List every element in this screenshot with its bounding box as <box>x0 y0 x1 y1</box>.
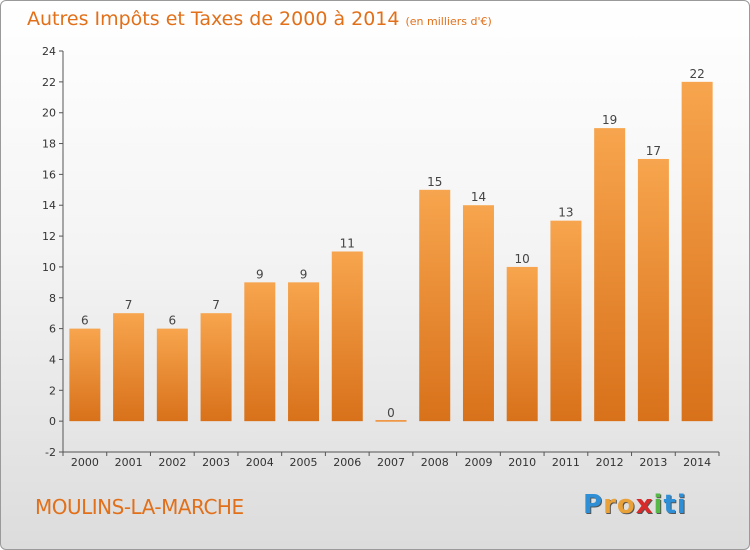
data-label: 7 <box>125 298 133 312</box>
data-label: 14 <box>471 190 486 204</box>
y-tick-label: 8 <box>49 292 56 305</box>
city-name: MOULINS-LA-MARCHE <box>35 495 244 519</box>
chart-title: Autres Impôts et Taxes de 2000 à 2014 (en… <box>27 8 492 30</box>
x-tick-label: 2010 <box>508 456 536 469</box>
bars: 6 7 6 7 9 9 11 0 15 14 10 13 19 17 22 <box>69 67 713 422</box>
data-label: 19 <box>602 113 617 127</box>
y-tick-label: 18 <box>42 138 56 151</box>
y-tick-label: 20 <box>42 107 56 120</box>
data-label: 7 <box>212 298 220 312</box>
data-label: 15 <box>427 175 442 189</box>
data-label: 9 <box>256 267 264 281</box>
y-tick-label: 22 <box>42 76 56 89</box>
bar-2007 <box>375 420 407 422</box>
bar-2004 <box>244 282 276 422</box>
chart-title-text: Autres Impôts et Taxes de 2000 à 2014 <box>27 8 400 30</box>
y-tick-label: 2 <box>49 384 56 397</box>
data-label: 6 <box>81 314 89 328</box>
x-tick-label: 2011 <box>552 456 580 469</box>
bar-2002 <box>156 328 188 422</box>
x-tick-label: 2007 <box>377 456 405 469</box>
y-tick-label: 14 <box>42 199 56 212</box>
bar-2000 <box>69 328 101 422</box>
bar-2006 <box>331 251 363 422</box>
y-tick-label: 24 <box>42 45 56 58</box>
logo-letter: i <box>653 490 664 520</box>
chart-subtitle: (en milliers d'€) <box>405 15 492 28</box>
bar-2003 <box>200 313 232 422</box>
data-label: 9 <box>300 267 308 281</box>
logo-letter: i <box>676 490 687 520</box>
bar-2009 <box>462 205 494 422</box>
x-tick-label: 2004 <box>246 456 274 469</box>
data-label: 0 <box>387 406 395 420</box>
x-tick-label: 2006 <box>333 456 361 469</box>
logo-letter: x <box>635 490 654 520</box>
bar-2005 <box>288 282 320 422</box>
x-tick-label: 2013 <box>639 456 667 469</box>
x-tick-label: 2005 <box>290 456 318 469</box>
y-tick-label: 10 <box>42 261 56 274</box>
y-tick-label: 6 <box>49 323 56 336</box>
y-tick-label: -2 <box>45 446 56 459</box>
x-tick-label: 2001 <box>115 456 143 469</box>
y-tick-label: 12 <box>42 230 56 243</box>
data-label: 22 <box>689 67 704 81</box>
x-tick-label: 2008 <box>421 456 449 469</box>
y-tick-label: 16 <box>42 168 56 181</box>
bar-2013 <box>637 158 669 422</box>
logo-letter: o <box>616 490 636 520</box>
data-label: 13 <box>558 206 573 220</box>
x-tick-label: 2009 <box>464 456 492 469</box>
logo-letter: t <box>663 490 677 520</box>
x-tick-label: 2014 <box>683 456 711 469</box>
bar-2011 <box>550 220 582 422</box>
x-tick-label: 2012 <box>596 456 624 469</box>
y-tick-label: 0 <box>49 415 56 428</box>
logo-letter: P <box>583 490 604 520</box>
data-label: 17 <box>646 144 661 158</box>
bar-2014 <box>681 81 713 422</box>
bar-2010 <box>506 266 538 422</box>
data-label: 6 <box>169 314 177 328</box>
data-label: 11 <box>340 237 355 251</box>
x-tick-label: 2000 <box>71 456 99 469</box>
proxiti-logo: Proxiti <box>583 490 687 520</box>
bar-2012 <box>594 128 626 422</box>
bar-2008 <box>419 189 451 422</box>
y-tick-label: 4 <box>49 353 56 366</box>
data-label: 10 <box>515 252 530 266</box>
logo-letter: r <box>603 490 617 520</box>
bar-2001 <box>113 313 145 422</box>
x-tick-label: 2003 <box>202 456 230 469</box>
x-tick-label: 2002 <box>158 456 186 469</box>
